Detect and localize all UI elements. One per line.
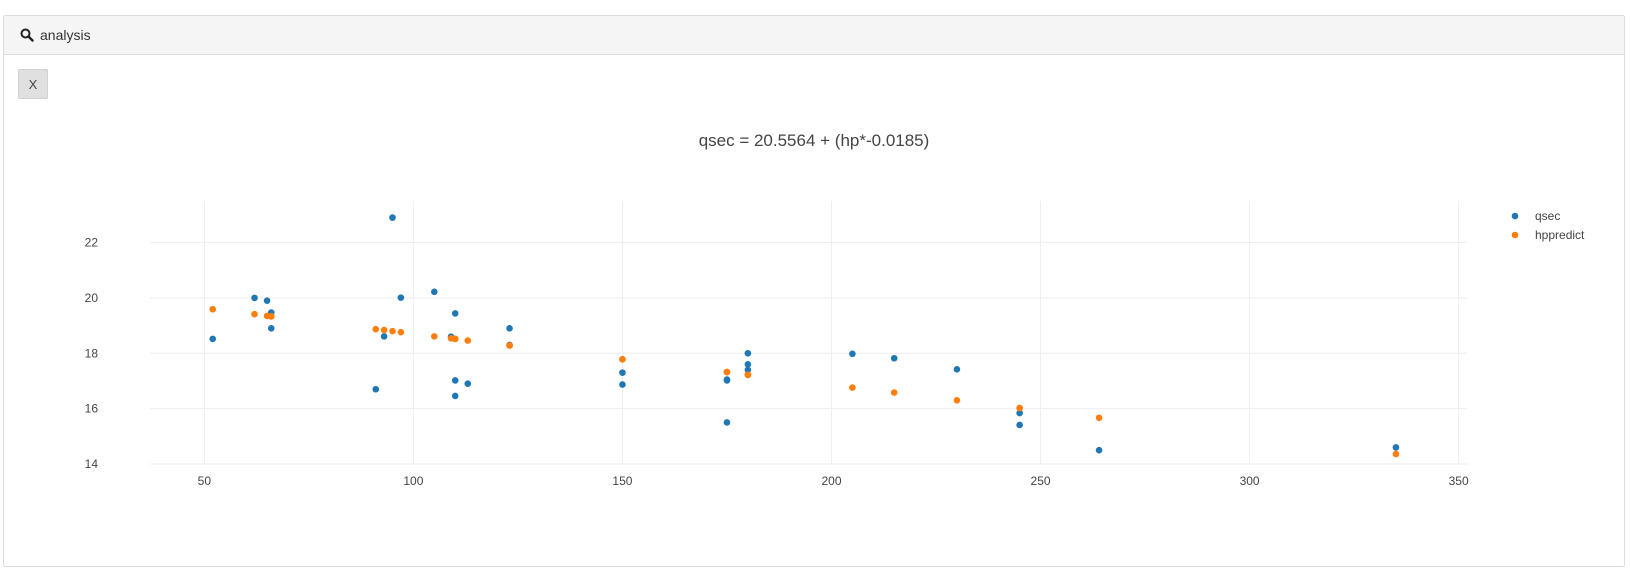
qsec-point[interactable] xyxy=(953,366,961,373)
legend-label-hppredict[interactable]: hppredict xyxy=(1535,228,1585,242)
close-button[interactable]: X xyxy=(18,69,48,99)
hppredict-point[interactable] xyxy=(389,327,396,335)
qsec-point[interactable] xyxy=(890,354,898,362)
hppredict-point[interactable] xyxy=(380,326,388,334)
search-icon xyxy=(20,28,34,42)
hppredict-point[interactable] xyxy=(372,325,380,333)
hppredict-point[interactable] xyxy=(1392,450,1400,458)
hppredict-point[interactable] xyxy=(849,384,856,391)
qsec-point[interactable] xyxy=(372,385,380,393)
qsec-point[interactable] xyxy=(619,381,626,388)
qsec-point[interactable] xyxy=(209,335,217,343)
x-tick-label: 250 xyxy=(1031,474,1051,488)
qsec-point[interactable] xyxy=(389,214,396,221)
x-tick-label: 150 xyxy=(612,474,632,488)
qsec-point[interactable] xyxy=(723,419,731,426)
hppredict-point[interactable] xyxy=(431,333,438,340)
qsec-point[interactable] xyxy=(744,366,752,374)
qsec-point[interactable] xyxy=(451,377,459,384)
qsec-point[interactable] xyxy=(263,297,271,304)
qsec-point[interactable] xyxy=(1095,446,1103,454)
y-tick-label: 16 xyxy=(85,402,99,416)
qsec-point[interactable] xyxy=(744,361,752,368)
qsec-point[interactable] xyxy=(1392,444,1400,451)
hppredict-point[interactable] xyxy=(1095,414,1103,422)
panel-title: analysis xyxy=(40,27,91,43)
legend-label-qsec[interactable]: qsec xyxy=(1535,209,1560,223)
qsec-point[interactable] xyxy=(506,325,513,332)
hppredict-point[interactable] xyxy=(464,337,472,344)
axes: 50 100 150 200 250 300 350 14 16 18 20 22 xyxy=(85,236,1469,488)
hppredict-point[interactable] xyxy=(209,305,217,313)
legend: qsec hppredict xyxy=(1511,209,1585,242)
qsec-point[interactable] xyxy=(380,333,388,340)
hppredict-point[interactable] xyxy=(1016,404,1023,412)
hppredict-point[interactable] xyxy=(744,371,752,379)
qsec-point[interactable] xyxy=(431,288,438,296)
qsec-point[interactable] xyxy=(744,349,752,357)
qsec-point[interactable] xyxy=(451,392,459,400)
x-tick-label: 300 xyxy=(1240,474,1260,488)
panel-heading: analysis xyxy=(4,16,1624,55)
qsec-point[interactable] xyxy=(251,294,258,302)
hppredict-point[interactable] xyxy=(447,335,455,342)
hppredict-point[interactable] xyxy=(397,328,405,336)
y-tick-label: 20 xyxy=(85,291,99,305)
qsec-point[interactable] xyxy=(464,380,472,388)
data-points xyxy=(209,214,1400,458)
y-tick-label: 22 xyxy=(85,236,99,250)
qsec-point[interactable] xyxy=(451,310,459,317)
hppredict-point[interactable] xyxy=(267,313,275,320)
grid xyxy=(150,201,1467,465)
hppredict-point[interactable] xyxy=(251,310,258,318)
qsec-point[interactable] xyxy=(267,325,275,332)
hppredict-point[interactable] xyxy=(890,389,898,396)
legend-marker-hppredict[interactable] xyxy=(1511,231,1519,239)
y-tick-label: 14 xyxy=(85,457,99,471)
legend-marker-qsec[interactable] xyxy=(1511,212,1519,220)
qsec-point[interactable] xyxy=(397,294,405,301)
y-tick-label: 18 xyxy=(85,346,99,360)
x-tick-label: 50 xyxy=(198,474,212,488)
x-tick-label: 350 xyxy=(1449,474,1469,488)
hppredict-point[interactable] xyxy=(953,397,961,404)
analysis-panel: analysis X xyxy=(3,15,1625,567)
qsec-point[interactable] xyxy=(619,369,626,376)
x-tick-label: 100 xyxy=(403,474,423,488)
chart-title: qsec = 20.5564 + (hp*-0.0185) xyxy=(699,131,930,150)
qsec-point[interactable] xyxy=(849,350,856,358)
qsec-point[interactable] xyxy=(723,376,731,383)
hppredict-point[interactable] xyxy=(723,368,731,376)
qsec-point[interactable] xyxy=(1016,421,1023,429)
qsec-point[interactable] xyxy=(1016,409,1023,417)
hppredict-point[interactable] xyxy=(619,356,626,363)
hppredict-point[interactable] xyxy=(506,342,513,349)
x-tick-label: 200 xyxy=(821,474,841,488)
